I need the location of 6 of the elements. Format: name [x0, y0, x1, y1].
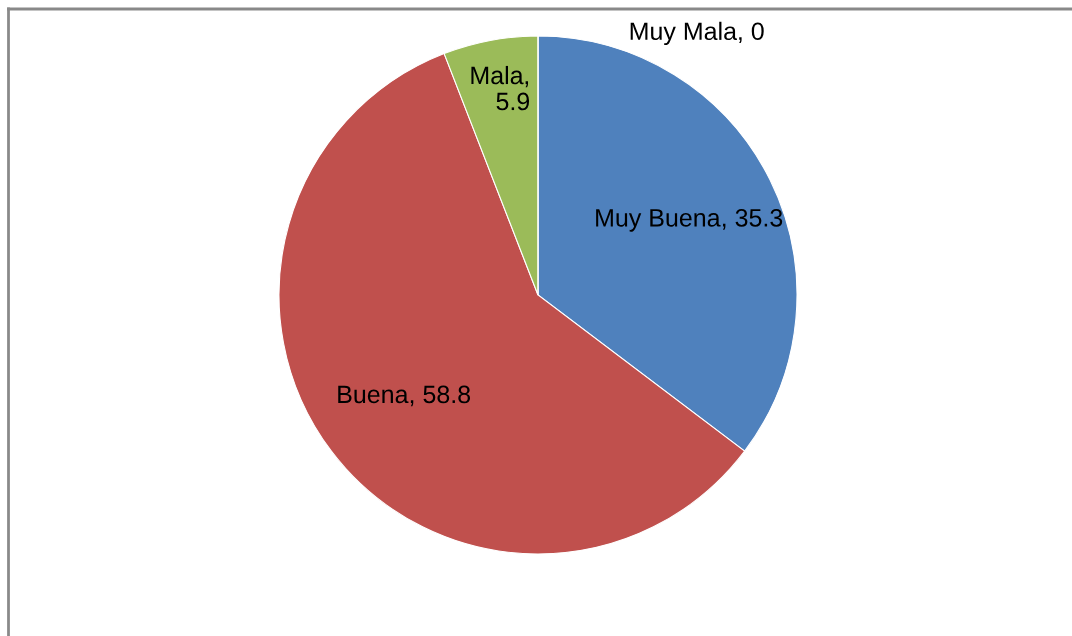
data-label: , 35.3	[722, 209, 783, 230]
slice-label: Buena	[338, 385, 409, 404]
data-label: , 58.8	[410, 385, 471, 407]
slice-label: Muy Buena	[596, 209, 721, 232]
text: , 0	[739, 22, 764, 44]
category-label: Muy Mala	[630, 21, 738, 46]
